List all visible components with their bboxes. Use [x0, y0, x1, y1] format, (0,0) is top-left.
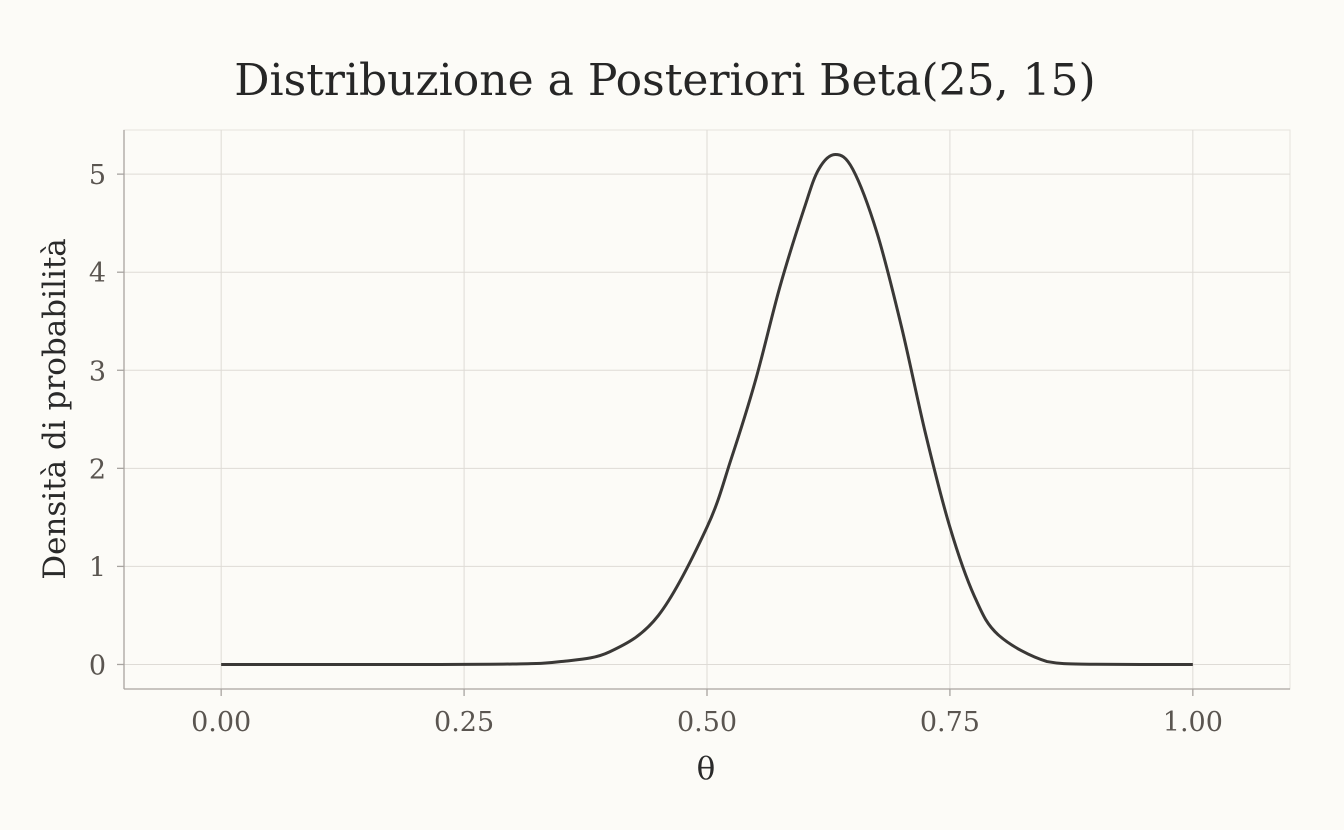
y-tick-label: 3	[89, 356, 106, 387]
x-tick-label: 0.75	[920, 707, 980, 738]
chart-title: Distribuzione a Posteriori Beta(25, 15)	[234, 55, 1095, 106]
y-tick-label: 1	[89, 552, 106, 583]
x-tick-label: 0.50	[677, 707, 737, 738]
grid-lines	[124, 130, 1290, 689]
axis-ticks: 0.00 0.25 0.50 0.75 1.00 0 1 2 3 4 5	[89, 160, 1223, 738]
x-axis-label: θ	[697, 751, 716, 787]
y-tick-label: 4	[89, 258, 106, 289]
x-tick-label: 0.00	[191, 707, 251, 738]
x-tick-label: 0.25	[434, 707, 494, 738]
density-curve	[221, 153, 1193, 666]
y-tick-label: 2	[89, 454, 106, 485]
y-tick-label: 5	[89, 160, 106, 191]
x-tick-label: 1.00	[1163, 707, 1223, 738]
y-tick-label: 0	[89, 650, 106, 681]
y-axis-label: Densità di probabilità	[37, 238, 73, 580]
plot-area: 0.00 0.25 0.50 0.75 1.00 0 1 2 3 4 5	[89, 129, 1291, 738]
